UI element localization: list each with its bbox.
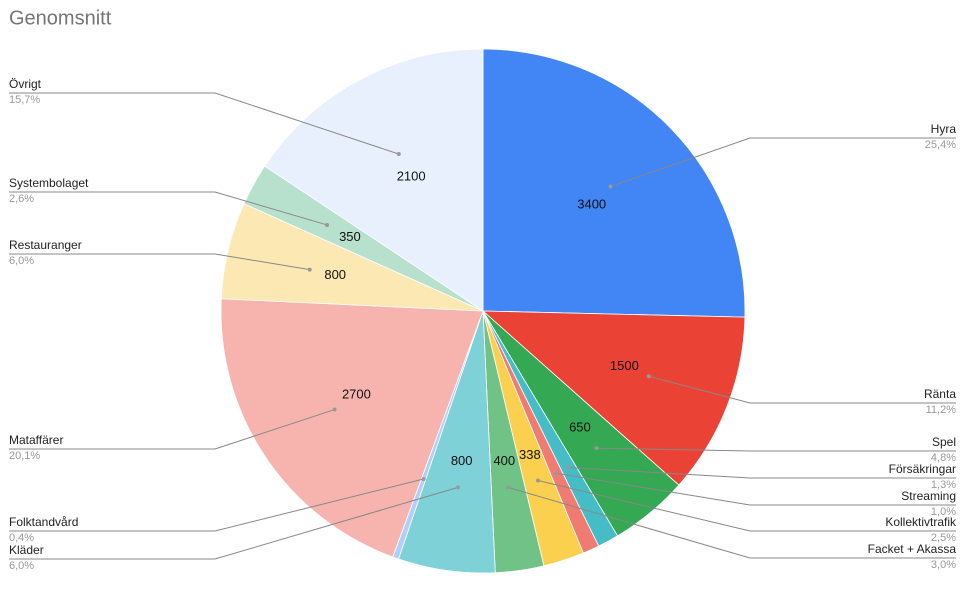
leader-line <box>507 486 956 559</box>
value-label: 1500 <box>610 358 639 373</box>
leader-line <box>610 137 956 187</box>
leader-dot <box>554 471 559 476</box>
leader-dot <box>566 465 571 470</box>
value-label: 800 <box>324 267 346 282</box>
leader-dot <box>608 184 613 189</box>
value-label: 800 <box>451 453 473 468</box>
value-label: 350 <box>339 229 361 244</box>
slice-percent: 25,4% <box>925 139 956 151</box>
leader-line <box>9 478 424 532</box>
leader-dot <box>505 485 510 490</box>
leader-line <box>537 479 956 532</box>
leader-line <box>556 472 956 506</box>
slice-name: Systembolaget <box>9 176 89 190</box>
slice-percent: 2,6% <box>9 193 34 205</box>
leader-line <box>9 253 310 271</box>
leader-line <box>9 92 399 155</box>
slice-name: Kollektivtrafik <box>885 515 957 529</box>
slice-name: Folktandvård <box>9 515 78 529</box>
leader-dot <box>421 476 426 481</box>
slice-name: Ränta <box>924 387 956 401</box>
slice-name: Övrigt <box>9 77 42 91</box>
pie-slice <box>264 48 484 312</box>
slice-percent: 15,7% <box>9 94 40 106</box>
leader-dot <box>646 374 651 379</box>
slice-percent: 6,0% <box>9 560 34 572</box>
leader-line <box>596 447 956 452</box>
slice-percent: 1,3% <box>931 479 956 491</box>
slice-percent: 0,4% <box>9 532 34 544</box>
slice-percent: 11,2% <box>926 404 957 416</box>
slice-name: Mataffärer <box>9 433 63 447</box>
pie-slice <box>482 48 746 318</box>
slice-percent: 20,1% <box>9 450 40 462</box>
leader-line <box>9 486 459 560</box>
slice-name: Kläder <box>9 543 44 557</box>
slice-name: Hyra <box>931 122 957 136</box>
slice-name: Facket + Akassa <box>868 542 957 556</box>
value-label: 650 <box>569 419 591 434</box>
leader-dot <box>535 478 540 483</box>
leader-dot <box>332 407 337 412</box>
value-label: 2100 <box>397 169 426 184</box>
leader-dot <box>456 485 461 490</box>
leader-line <box>9 191 328 226</box>
pie-slice <box>220 298 484 558</box>
leader-line <box>568 467 956 479</box>
leader-line <box>9 409 335 450</box>
slice-percent: 2,5% <box>931 532 956 544</box>
slice-percent: 3,0% <box>931 559 956 571</box>
slice-name: Streaming <box>901 489 956 503</box>
value-label: 2700 <box>342 386 371 401</box>
leader-dot <box>307 267 312 272</box>
leader-line <box>648 375 956 404</box>
value-label: 338 <box>519 447 541 462</box>
slice-percent: 6,0% <box>9 255 34 267</box>
slice-percent: 4,8% <box>931 452 956 464</box>
leader-dot <box>396 152 401 157</box>
value-label: 400 <box>493 453 515 468</box>
slice-name: Försäkringar <box>889 462 956 476</box>
slice-percent: 1,0% <box>931 506 956 518</box>
slice-name: Spel <box>932 435 956 449</box>
pie-slice <box>481 310 746 486</box>
leader-dot <box>594 446 599 451</box>
chart-title: Genomsnitt <box>9 7 112 29</box>
slice-name: Restauranger <box>9 238 82 252</box>
value-label: 3400 <box>577 196 606 211</box>
leader-dot <box>324 222 329 227</box>
